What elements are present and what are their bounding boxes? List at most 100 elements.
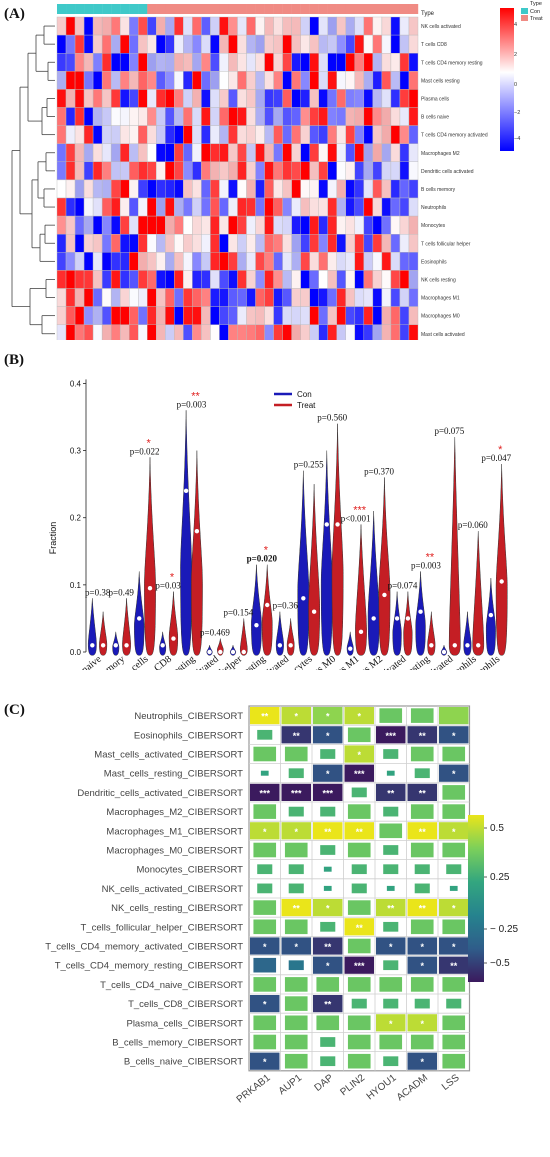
corr-cell (344, 764, 374, 782)
heatmap-cell (101, 143, 112, 162)
corr-cell (344, 822, 374, 840)
corr-column-label: ACADM (395, 1072, 430, 1103)
heatmap-cell (381, 197, 392, 217)
corr-significance: * (294, 827, 298, 837)
heatmap-cell (237, 71, 247, 90)
corr-cell (442, 842, 466, 858)
treat-median-point (499, 579, 504, 584)
heatmap-cell (56, 197, 67, 217)
heatmap-cell (165, 34, 175, 54)
heatmap-cell (273, 179, 283, 199)
heatmap-cell (65, 306, 76, 325)
type-cell (84, 4, 94, 14)
heatmap-cell (210, 161, 220, 181)
corr-row-label: Mast_cells_resting_CIBERSORT (104, 769, 243, 780)
heatmap-cell (201, 233, 211, 253)
heatmap-cell (264, 125, 274, 144)
treat-violin (99, 611, 108, 656)
corr-cell (344, 956, 374, 974)
p-value-label: p=0.047 (481, 453, 511, 463)
heatmap-cell (372, 233, 383, 253)
corr-cell (284, 996, 308, 1011)
heatmap-cell (318, 107, 328, 126)
heatmap-cell (165, 197, 175, 217)
corr-cell (414, 998, 430, 1009)
heatmap-cell (228, 161, 238, 181)
heatmap-cell (291, 16, 301, 36)
heatmap-cell (156, 179, 166, 199)
heatmap-cell (399, 107, 410, 126)
heatmap-cell (74, 143, 85, 162)
treat-violin (472, 531, 485, 656)
heatmap-cell (300, 16, 310, 36)
heatmap-cell (156, 34, 166, 54)
p-value-label: p=0.560 (317, 413, 347, 423)
heatmap-cell (291, 233, 301, 253)
corr-cell (284, 1015, 308, 1031)
heatmap-cell (318, 324, 328, 344)
heatmap-cell (372, 179, 383, 199)
heatmap-row-label: T cells CD8 (421, 42, 447, 48)
heatmap-cell (210, 179, 220, 199)
heatmap-cell (255, 179, 265, 199)
heatmap-cell (138, 53, 148, 72)
heatmap-cell (219, 252, 229, 271)
heatmap-cell (345, 161, 356, 181)
heatmap-cell (237, 306, 247, 325)
heatmap-cell (174, 324, 184, 344)
treat-violin (122, 598, 131, 656)
heatmap-cell (110, 270, 121, 289)
type-cell (102, 4, 112, 14)
corr-colorbar: 0.5 0.25 − 0.25 −0.5 (468, 815, 519, 982)
heatmap-cell (381, 306, 392, 325)
heatmap-cell (372, 197, 383, 217)
heatmap-cell (309, 53, 319, 72)
con-median-point (301, 596, 306, 601)
heatmap-cell (147, 288, 157, 307)
corr-cell (439, 707, 469, 725)
treat-violin (378, 477, 391, 656)
corr-cell (344, 707, 374, 725)
corr-significance: ** (324, 942, 332, 952)
heatmap-cell (390, 270, 401, 289)
heatmap-cell (246, 125, 256, 144)
heatmap-cell (83, 233, 94, 253)
legend-treat-label: Treat (297, 401, 316, 410)
heatmap-cell (128, 125, 139, 144)
heatmap-cell (128, 233, 139, 253)
heatmap-cell (147, 179, 157, 199)
heatmap-cell (147, 125, 157, 144)
heatmap-cell (210, 53, 220, 72)
heatmap-cell (83, 179, 94, 199)
heatmap-cell (309, 107, 319, 126)
corr-cell (439, 822, 469, 840)
corr-row-label: Neutrophils_CIBERSORT (134, 711, 243, 722)
heatmap-cell (65, 143, 76, 162)
heatmap-cell (309, 125, 319, 144)
heatmap-cell (210, 107, 220, 126)
heatmap-cell (336, 125, 346, 144)
corr-cell (250, 937, 280, 955)
corr-cell (446, 998, 462, 1009)
heatmap-cell (201, 215, 211, 235)
heatmap-cell (318, 125, 328, 144)
heatmap-cell (183, 34, 193, 54)
corr-cell (386, 770, 395, 776)
heatmap-cell (210, 16, 220, 36)
heatmap-cell (291, 107, 301, 126)
heatmap-cell (237, 89, 247, 108)
heatmap-cell (183, 107, 193, 126)
corr-row-label: Macrophages_M1_CIBERSORT (106, 826, 243, 837)
heatmap-cell (219, 53, 229, 72)
heatmap-cell (147, 89, 157, 108)
corr-cell (379, 823, 403, 839)
heatmap-cell (327, 270, 337, 289)
heatmap-cell (246, 71, 256, 90)
heatmap-cell (201, 324, 211, 344)
treat-median-point (241, 649, 246, 655)
heatmap-cell (372, 125, 383, 144)
heatmap-cell (201, 71, 211, 90)
corr-row-label: Dendritic_cells_activated_CIBERSORT (77, 788, 243, 799)
heatmap-cell (300, 107, 310, 126)
